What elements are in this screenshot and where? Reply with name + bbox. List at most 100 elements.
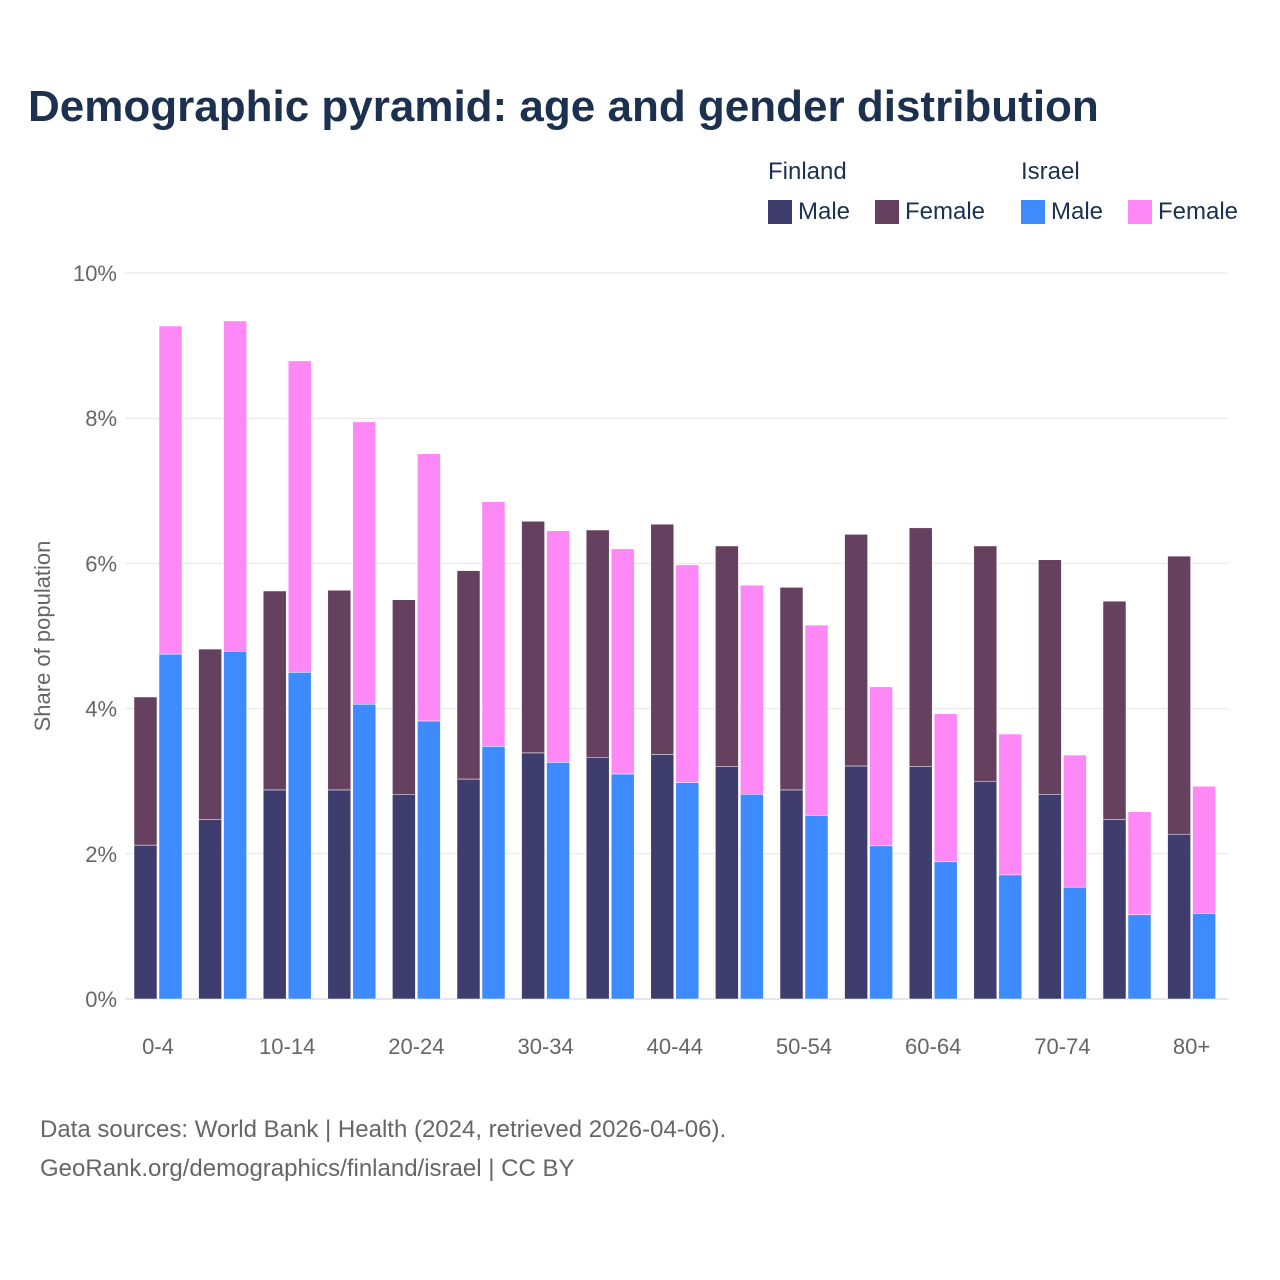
bar-israel-male — [546, 762, 570, 1000]
bar-israel-male — [869, 845, 893, 1000]
bar-israel-female — [352, 421, 377, 705]
bar-finland-female — [973, 545, 998, 782]
bar-israel-female — [158, 325, 183, 655]
bar-finland-female — [585, 529, 610, 758]
source-note: Data sources: World Bank | Health (2024,… — [40, 1116, 727, 1143]
legend-israel-male[interactable]: Male — [1021, 198, 1103, 226]
y-axis-label: Share of population — [30, 541, 55, 732]
bar-finland-female — [392, 599, 416, 795]
bar-israel-male — [740, 794, 764, 1000]
bar-finland-female — [650, 523, 675, 755]
bar-finland-male — [198, 819, 222, 1000]
legend-swatch — [1128, 200, 1152, 224]
bar-finland-female — [262, 590, 287, 791]
x-tick-label: 50-54 — [776, 1034, 832, 1059]
bar-israel-female — [933, 713, 958, 863]
y-tick-label: 6% — [85, 551, 117, 576]
legend-country-finland: Finland — [768, 158, 847, 185]
y-tick-label: 8% — [85, 406, 117, 431]
bar-finland-female — [133, 696, 158, 846]
legend-swatch — [768, 200, 792, 224]
bar-israel-female — [1063, 754, 1087, 888]
bar-finland-male — [973, 780, 998, 1000]
bar-israel-female — [610, 548, 635, 775]
bar-finland-male — [456, 778, 481, 1000]
bar-israel-female — [675, 564, 700, 783]
bar-israel-female — [869, 686, 893, 847]
bar-finland-male — [327, 789, 352, 1000]
bar-finland-male — [715, 766, 739, 1000]
bar-israel-male — [675, 782, 700, 1000]
y-tick-label: 2% — [85, 842, 117, 867]
bar-finland-male — [1038, 794, 1062, 1000]
chart-title: Demographic pyramid: age and gender dist… — [28, 82, 1099, 131]
y-tick-label: 10% — [73, 261, 117, 286]
bar-israel-female — [287, 360, 312, 673]
bar-finland-male — [650, 754, 675, 1000]
bar-israel-male — [417, 720, 441, 1000]
x-tick-label: 30-34 — [517, 1034, 573, 1059]
bar-israel-female — [1192, 786, 1216, 914]
bar-finland-female — [1102, 600, 1127, 820]
legend-label: Male — [1051, 198, 1104, 225]
bar-israel-male — [610, 773, 635, 1000]
bar-israel-male — [158, 653, 183, 1000]
legend-israel-female[interactable]: Female — [1128, 198, 1238, 226]
bar-israel-female — [546, 530, 570, 763]
bar-israel-female — [740, 584, 764, 795]
bar-israel-female — [804, 624, 829, 816]
bar-finland-male — [908, 766, 933, 1000]
legend-swatch — [875, 200, 899, 224]
bar-finland-female — [456, 570, 481, 780]
bar-finland-male — [1167, 833, 1191, 1000]
legend-swatch — [1021, 200, 1045, 224]
x-tick-label: 60-64 — [905, 1034, 961, 1059]
bar-israel-male — [223, 650, 247, 1000]
bar-israel-male — [481, 746, 506, 1000]
bar-finland-female — [198, 648, 222, 820]
attribution-link[interactable]: GeoRank.org/demographics/finland/israel … — [40, 1155, 575, 1182]
bar-finland-male — [392, 794, 416, 1000]
legend-country-israel: Israel — [1021, 158, 1080, 185]
bar-finland-female — [1167, 555, 1191, 835]
bar-israel-female — [417, 453, 441, 722]
bar-finland-male — [844, 765, 868, 1000]
bar-finland-male — [133, 844, 158, 1000]
bar-finland-female — [779, 587, 804, 791]
legend-label: Male — [798, 198, 851, 225]
x-tick-label: 0-4 — [142, 1034, 174, 1059]
x-tick-label: 10-14 — [259, 1034, 315, 1059]
y-tick-label: 0% — [85, 987, 117, 1012]
bar-israel-male — [287, 672, 312, 1000]
bar-israel-male — [804, 815, 829, 1000]
legend-finland-female[interactable]: Female — [875, 198, 985, 226]
bar-finland-female — [521, 521, 545, 754]
bar-finland-female — [1038, 559, 1062, 795]
legend-label: Female — [1158, 198, 1239, 225]
bar-finland-male — [521, 752, 545, 1000]
bar-israel-male — [352, 703, 377, 1000]
bar-israel-female — [998, 733, 1023, 876]
y-tick-label: 4% — [85, 697, 117, 722]
bar-finland-female — [327, 590, 352, 791]
legend-finland-male[interactable]: Male — [768, 198, 850, 226]
bar-israel-male — [1063, 886, 1087, 1000]
bar-israel-male — [998, 874, 1023, 1000]
x-tick-label: 20-24 — [388, 1034, 444, 1059]
bar-finland-male — [585, 756, 610, 1000]
x-tick-label: 70-74 — [1034, 1034, 1090, 1059]
bar-finland-male — [1102, 819, 1127, 1000]
bar-finland-female — [908, 527, 933, 767]
x-tick-label: 80+ — [1173, 1034, 1210, 1059]
bar-finland-female — [715, 545, 739, 767]
bar-israel-female — [481, 501, 506, 747]
bar-israel-male — [1127, 914, 1152, 1000]
legend-label: Female — [905, 198, 986, 225]
bar-finland-female — [844, 534, 868, 767]
bar-israel-male — [933, 861, 958, 1000]
bar-finland-male — [779, 789, 804, 1000]
bar-finland-male — [262, 789, 287, 1000]
x-tick-label: 40-44 — [647, 1034, 703, 1059]
bar-israel-female — [223, 320, 247, 652]
